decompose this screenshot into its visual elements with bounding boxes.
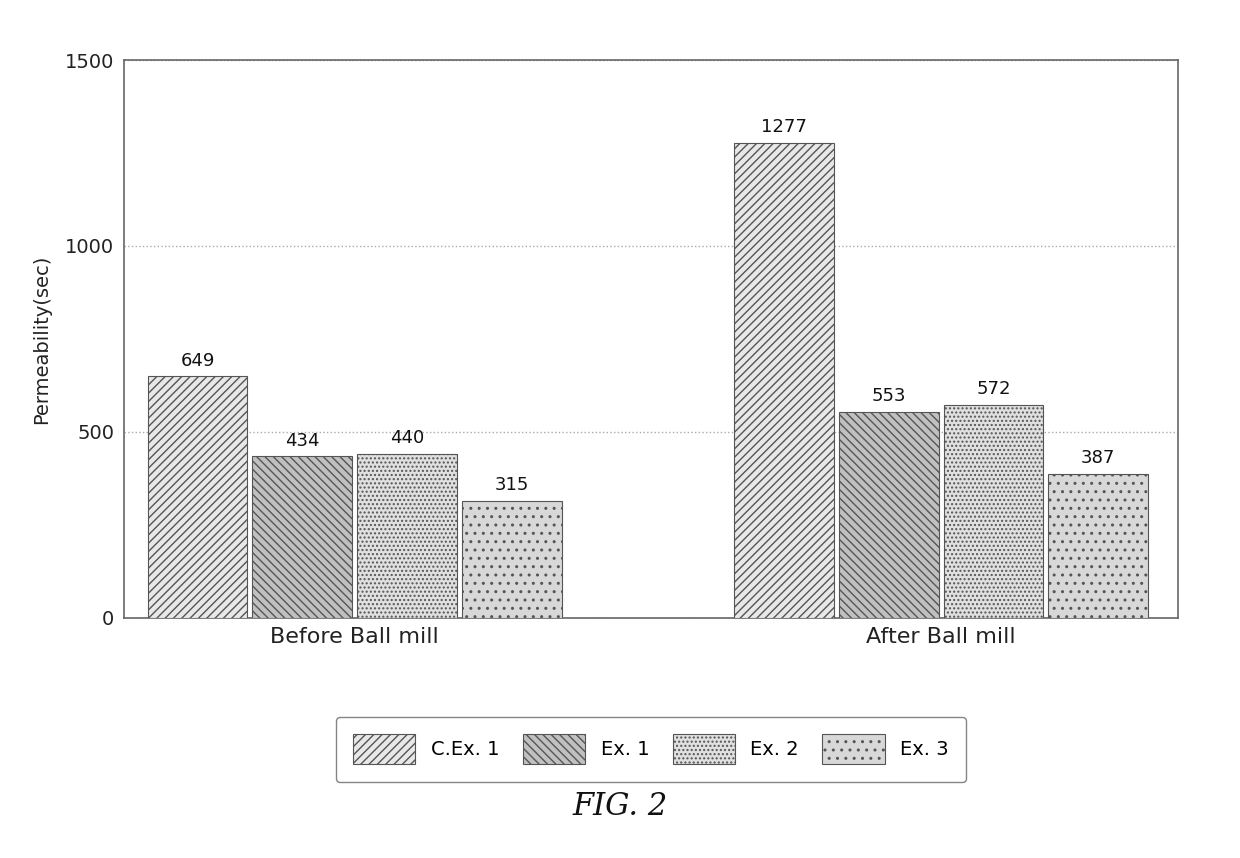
Bar bbox=[148, 377, 248, 618]
Text: 553: 553 bbox=[872, 388, 906, 406]
Text: 649: 649 bbox=[180, 352, 215, 370]
Legend: C.Ex. 1, Ex. 1, Ex. 2, Ex. 3: C.Ex. 1, Ex. 1, Ex. 2, Ex. 3 bbox=[336, 716, 966, 782]
Bar bbox=[463, 500, 562, 618]
Bar bbox=[253, 456, 352, 618]
Bar bbox=[944, 405, 1043, 618]
Y-axis label: Permeability(sec): Permeability(sec) bbox=[32, 254, 51, 424]
Text: FIG. 2: FIG. 2 bbox=[573, 791, 667, 822]
Bar bbox=[734, 143, 833, 618]
Bar bbox=[838, 412, 939, 618]
Text: 440: 440 bbox=[391, 430, 424, 448]
Text: 1277: 1277 bbox=[761, 118, 807, 136]
Text: 572: 572 bbox=[976, 380, 1011, 398]
Text: 387: 387 bbox=[1081, 450, 1115, 467]
Text: 315: 315 bbox=[495, 476, 529, 494]
Bar bbox=[1048, 474, 1148, 618]
Bar bbox=[357, 454, 458, 618]
Text: 434: 434 bbox=[285, 432, 320, 450]
